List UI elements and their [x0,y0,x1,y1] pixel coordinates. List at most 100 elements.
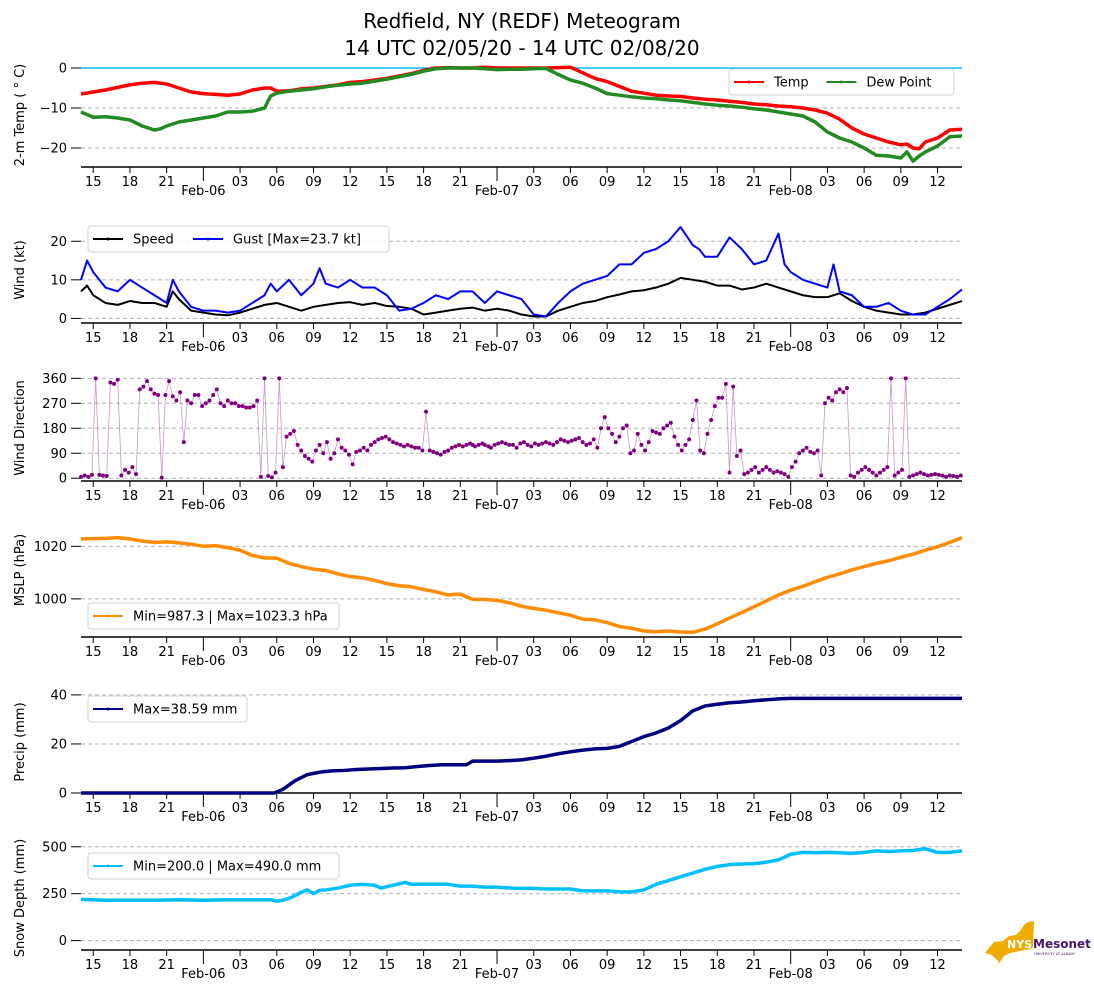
x-tick-label: Feb-08 [769,184,813,199]
x-tick-label: 09 [893,175,910,190]
y-tick-label: 0 [59,472,67,487]
data-point [771,470,776,475]
data-point [427,448,432,453]
data-point [159,475,164,480]
data-point [547,441,552,446]
data-point [885,465,890,470]
x-tick-label: 15 [672,489,689,504]
data-point [855,470,860,475]
data-point [442,449,447,454]
data-point [606,426,611,431]
data-point [852,474,857,479]
x-tick-label: 09 [599,175,616,190]
data-point [635,431,640,436]
data-point [918,470,923,475]
data-point [211,392,216,397]
data-point [584,442,589,447]
legend-box [87,695,248,723]
x-tick-label: 06 [856,175,873,190]
x-tick-label: 15 [85,489,102,504]
data-point [764,465,769,470]
x-tick-label: 12 [929,958,946,973]
series-line-temp-1 [80,66,963,163]
x-tick-label: 15 [85,331,102,346]
data-point [830,398,835,403]
data-point [878,470,883,475]
data-point [742,472,747,477]
x-tick-label: Feb-07 [475,184,519,199]
x-tick-label: Feb-06 [181,810,225,825]
x-tick-label: 03 [525,489,542,504]
data-point [654,430,659,435]
y-tick-label: 20 [50,737,67,752]
data-point [361,445,366,450]
x-tick-label: Feb-06 [181,340,225,355]
x-tick-label: 06 [269,958,286,973]
x-tick-label: 09 [305,958,322,973]
data-point [247,405,252,410]
x-tick-label: 06 [269,175,286,190]
x-tick-label: 21 [746,175,763,190]
data-point [591,437,596,442]
data-point [240,404,245,409]
data-point [720,395,725,400]
x-tick-label: Feb-08 [769,967,813,982]
x-tick-label: 18 [709,645,726,660]
data-point [225,398,230,403]
data-point [632,448,637,453]
data-point [889,376,894,381]
x-tick-label: Feb-08 [769,498,813,513]
series-line-mslp-0 [80,535,963,635]
data-point [867,467,872,472]
data-point [903,376,908,381]
logo-sub-text: UNIVERSITY AT ALBANY [1034,952,1076,956]
y-axis-label: Wind (kt) [13,240,28,300]
x-tick-label: 03 [819,645,836,660]
data-point [617,434,622,439]
x-tick-label: 21 [452,645,469,660]
y-tick-label: 180 [42,422,67,437]
data-point [424,409,429,414]
x-tick-label: 21 [746,801,763,816]
x-tick-label: 12 [929,489,946,504]
data-point [101,473,106,478]
data-point [933,472,938,477]
legend-label: Max=38.59 mm [133,703,237,718]
data-point [163,392,168,397]
data-point [837,387,842,392]
x-tick-label: 18 [415,645,432,660]
data-point [756,470,761,475]
panel-mslp: 1000 1020 MSLP (hPa) 15 18 21 Feb-06 03 06 09 12 15… [13,534,963,669]
data-point [435,451,440,456]
data-point [621,426,626,431]
x-tick-label: 21 [158,645,175,660]
x-tick-label: 09 [599,331,616,346]
data-point [727,470,732,475]
x-tick-label: Feb-08 [769,654,813,669]
x-tick-label: 03 [525,331,542,346]
data-point [536,442,541,447]
logo-mesonet-text: Mesonet [1033,937,1091,951]
x-tick-label: 03 [819,489,836,504]
data-point [602,415,607,420]
y-tick-label: 270 [42,397,67,412]
data-point [273,470,278,475]
panel-snow: 0 250 500 Snow Depth (mm) 15 18 21 Feb-06 03 06 09… [13,839,963,982]
x-tick-label: 09 [305,645,322,660]
x-tick-label: Feb-07 [475,498,519,513]
data-point [473,444,478,449]
data-point [328,456,333,461]
data-point [951,474,956,479]
legend-marker [206,237,210,241]
data-point [218,401,223,406]
panel-precip: 0 20 40 Precip (mm) 15 18 21 Feb-06 03 06 09 12 15 18… [13,688,962,825]
data-point [800,448,805,453]
data-point [306,456,311,461]
x-tick-label: 18 [122,489,139,504]
data-point [123,467,128,472]
data-point [372,440,377,445]
data-point [192,392,197,397]
x-tick-label: 06 [269,645,286,660]
data-point [482,442,487,447]
